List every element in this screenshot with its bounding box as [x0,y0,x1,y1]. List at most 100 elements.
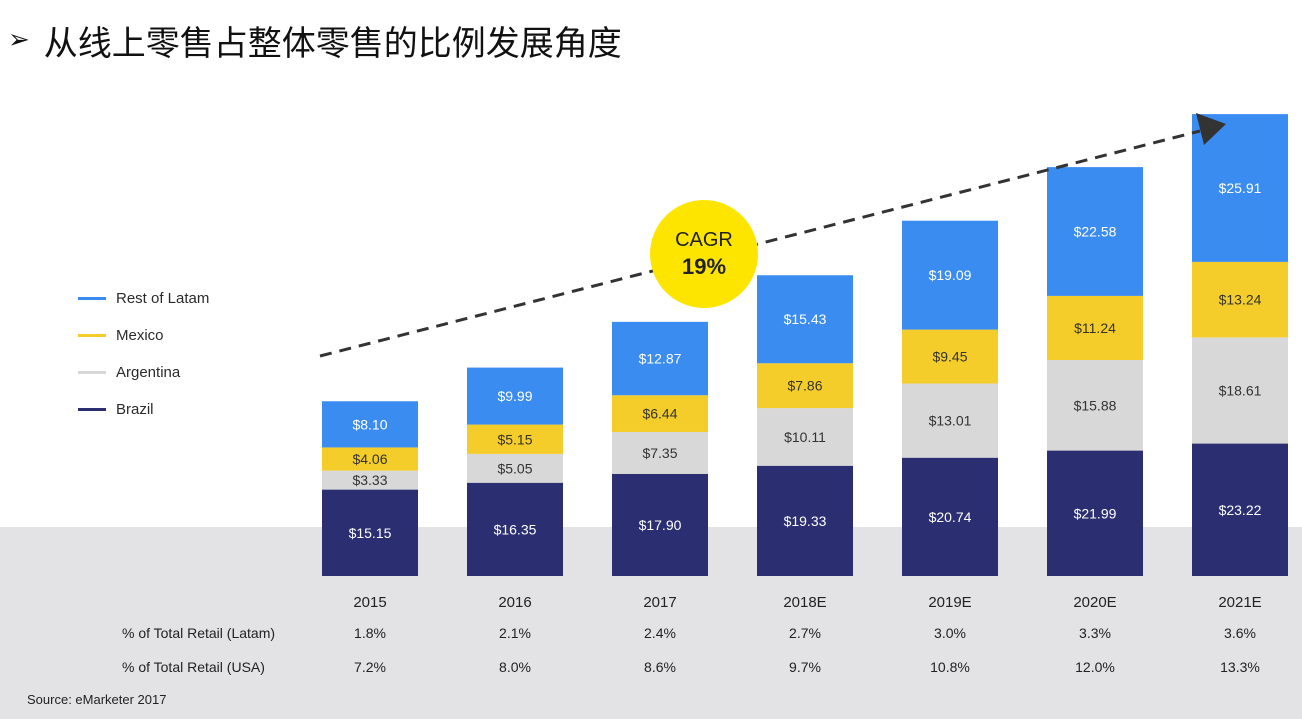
bar-segment-brazil-2016 [467,482,563,576]
bar-segment-rest-of-latam-2015 [322,401,418,448]
table-cell: 3.3% [1079,625,1111,641]
x-axis-tick-label: 2016 [498,594,532,611]
x-axis-tick-label: 2021E [1218,594,1262,611]
data-label: $15.43 [784,311,827,327]
data-label: $25.91 [1219,180,1262,196]
table-cell: 8.6% [644,659,676,675]
table-cell: 7.2% [354,659,386,675]
page-title: ➢ 从线上零售占整体零售的比例发展角度 [8,10,622,70]
data-label: $12.87 [639,351,682,367]
bar-segment-mexico-2021e [1192,261,1288,338]
legend-label: Brazil [116,401,154,418]
bar-segment-argentina-2021e [1192,337,1288,444]
data-label: $23.22 [1219,502,1262,518]
bar-segment-brazil-2017 [612,473,708,576]
table-row-label: % of Total Retail (Latam) [122,625,276,641]
bar-segment-mexico-2015 [322,447,418,471]
legend-label: Mexico [116,327,164,344]
trend-arrowhead-icon [1196,113,1226,145]
table-cell: 12.0% [1075,659,1115,675]
legend-label: Rest of Latam [116,290,210,307]
data-label: $13.01 [929,413,972,429]
data-label: $7.86 [787,378,822,394]
bar-segment-argentina-2016 [467,453,563,483]
arrow-bullet-icon: ➢ [8,25,30,55]
data-label: $18.61 [1219,382,1262,398]
legend-swatch [78,334,106,337]
bar-segment-argentina-2018e [757,408,853,466]
data-label: $15.88 [1074,397,1117,413]
bar-segment-rest-of-latam-2018e [757,275,853,364]
legend-label: Argentina [116,364,181,381]
bar-segment-mexico-2018e [757,363,853,409]
data-label: $20.74 [929,509,972,525]
table-cell: 2.7% [789,625,821,641]
legend-item: Brazil [78,391,209,428]
bar-segment-mexico-2017 [612,395,708,432]
cagr-badge [650,200,758,308]
table-cell: 2.1% [499,625,531,641]
bar-segment-brazil-2020e [1047,450,1143,576]
cagr-label: CAGR [675,229,733,251]
legend-item: Argentina [78,354,209,391]
table-cell: 3.6% [1224,625,1256,641]
bar-segment-brazil-2019e [902,457,998,576]
data-label: $15.15 [349,525,392,541]
bar-segment-argentina-2015 [322,470,418,490]
data-label: $5.15 [497,431,532,447]
data-label: $4.06 [352,451,387,467]
bar-segment-brazil-2018e [757,465,853,576]
data-label: $3.33 [352,472,387,488]
page-title-text: 从线上零售占整体零售的比例发展角度 [43,23,622,64]
table-cell: 9.7% [789,659,821,675]
x-axis-tick-label: 2018E [783,594,827,611]
data-label: $7.35 [642,445,677,461]
bar-segment-argentina-2017 [612,431,708,474]
table-row-label: % of Total Retail (USA) [122,659,265,675]
data-label: $5.05 [497,460,532,476]
legend-swatch [78,408,106,411]
bar-segment-rest-of-latam-2016 [467,367,563,425]
cagr-value: 19% [682,254,726,279]
trend-line [319,129,1201,358]
bar-segment-argentina-2020e [1047,360,1143,451]
table-cell: 13.3% [1220,659,1260,675]
data-label: $22.58 [1074,223,1117,239]
data-label: $9.45 [932,349,967,365]
table-cell: 10.8% [930,659,970,675]
bar-segment-mexico-2016 [467,424,563,454]
data-label: $10.11 [784,429,826,445]
legend-swatch [78,297,106,300]
x-axis-tick-label: 2019E [928,594,972,611]
bar-segment-mexico-2020e [1047,295,1143,361]
data-label: $13.24 [1219,292,1262,308]
data-label: $9.99 [497,388,532,404]
data-label: $6.44 [642,406,677,422]
bar-segment-argentina-2019e [902,383,998,458]
x-axis-tick-label: 2017 [643,594,677,611]
table-cell: 3.0% [934,625,966,641]
source-note: Source: eMarketer 2017 [27,692,167,707]
data-label: $19.33 [784,513,827,529]
x-axis-tick-label: 2020E [1073,594,1117,611]
legend-swatch [78,371,106,374]
data-label: $17.90 [639,517,682,533]
data-label: $8.10 [352,416,387,432]
data-label: $19.09 [929,267,972,283]
bar-segment-rest-of-latam-2019e [902,220,998,330]
table-cell: 8.0% [499,659,531,675]
table-cell: 2.4% [644,625,676,641]
table-cell: 1.8% [354,625,386,641]
legend-item: Mexico [78,317,209,354]
bar-segment-rest-of-latam-2017 [612,321,708,396]
data-label: $21.99 [1074,505,1117,521]
bar-segment-brazil-2015 [322,489,418,576]
bar-segment-rest-of-latam-2020e [1047,167,1143,296]
chart-legend: Rest of Latam Mexico Argentina Brazil [78,280,209,428]
data-label: $11.24 [1074,320,1116,336]
bar-segment-brazil-2021e [1192,443,1288,576]
x-axis-tick-label: 2015 [353,594,387,611]
bar-segment-mexico-2019e [902,329,998,384]
legend-item: Rest of Latam [78,280,209,317]
